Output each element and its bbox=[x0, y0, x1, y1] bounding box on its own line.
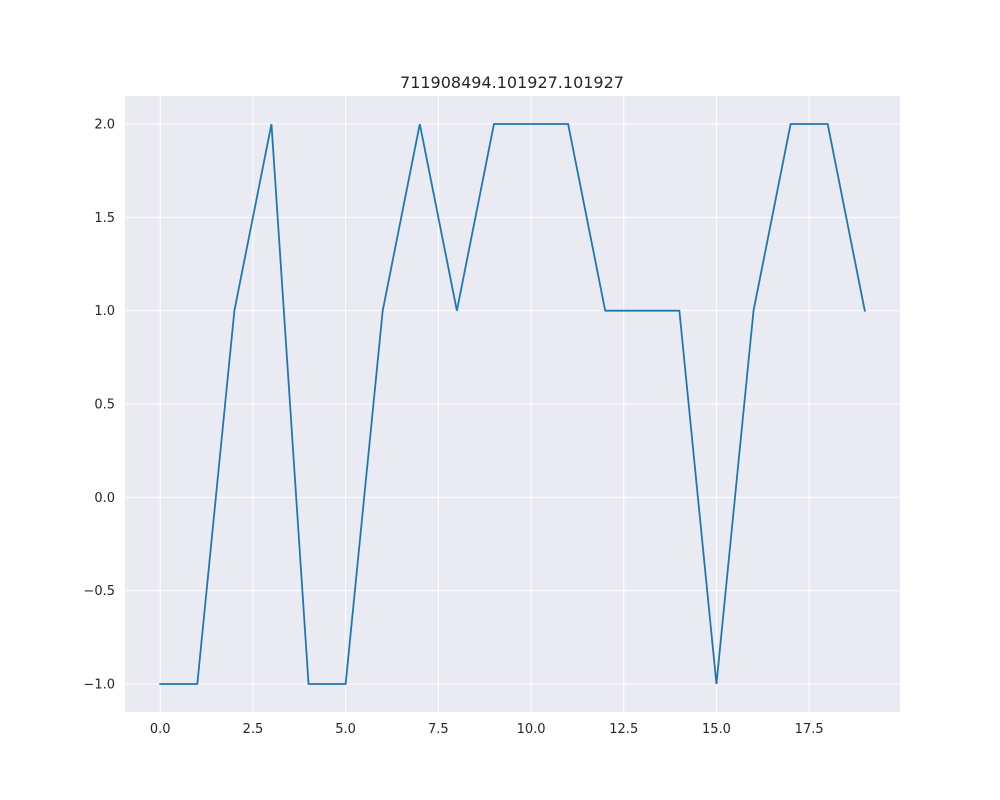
y-tick-label: −1.0 bbox=[83, 678, 115, 693]
y-tick-label: 2.0 bbox=[94, 118, 115, 133]
x-tick-label: 17.5 bbox=[795, 722, 824, 737]
y-axis: −1.0 −0.5 0.0 0.5 1.0 1.5 2.0 bbox=[83, 118, 115, 693]
series-layer bbox=[159, 123, 866, 685]
y-tick-label: −0.5 bbox=[83, 584, 115, 599]
x-tick-label: 7.5 bbox=[428, 722, 449, 737]
x-tick-label: 0.0 bbox=[150, 722, 171, 737]
x-tick-label: 10.0 bbox=[517, 722, 546, 737]
x-axis: 0.0 2.5 5.0 7.5 10.0 12.5 15.0 17.5 bbox=[150, 722, 824, 737]
y-tick-label: 0.0 bbox=[94, 491, 115, 506]
x-tick-label: 12.5 bbox=[609, 722, 638, 737]
y-tick-label: 1.5 bbox=[94, 211, 115, 226]
chart-title: 711908494.101927.101927 bbox=[400, 73, 624, 92]
y-tick-label: 0.5 bbox=[94, 398, 115, 413]
y-tick-label: 1.0 bbox=[94, 304, 115, 319]
x-tick-label: 5.0 bbox=[335, 722, 356, 737]
x-tick-label: 15.0 bbox=[702, 722, 731, 737]
x-tick-label: 2.5 bbox=[243, 722, 264, 737]
series-line bbox=[159, 123, 866, 685]
